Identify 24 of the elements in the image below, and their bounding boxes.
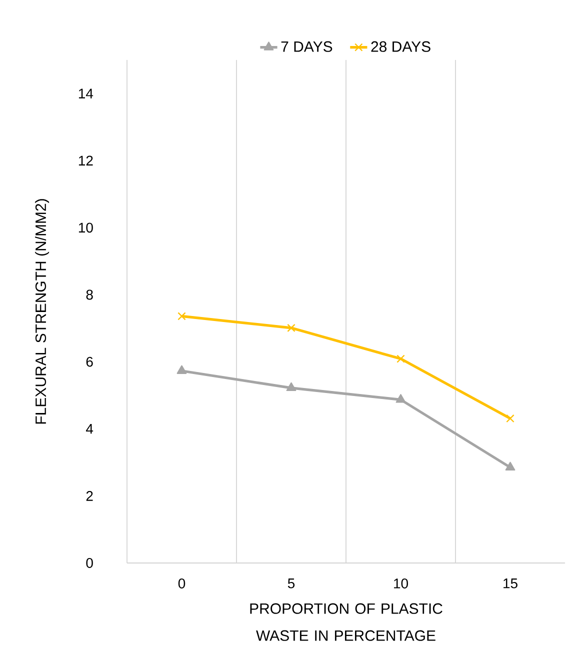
legend-label: 7 DAYS xyxy=(281,41,332,52)
point xyxy=(287,324,296,332)
y-tick-label: 8 xyxy=(86,290,93,300)
y-axis-title: FLEXURAL STRENGTH (N/MM2) xyxy=(35,199,50,424)
point xyxy=(396,394,406,403)
point xyxy=(506,414,514,423)
legend-label: 28 DAYS xyxy=(371,41,430,52)
point xyxy=(178,312,186,320)
x-axis-title: PROPORTION OF PLASTIC WASTE IN PERCENTAGE xyxy=(250,603,442,641)
y-tick-label: 4 xyxy=(86,424,94,434)
y-tick-label: 0 xyxy=(86,558,93,568)
x-tick-label: 15 xyxy=(504,578,518,588)
y-tick-label: 12 xyxy=(78,156,93,166)
point xyxy=(176,365,187,374)
y-tick-label: 14 xyxy=(78,88,94,98)
y-tick-label: 2 xyxy=(86,491,93,501)
y-tick-label: 6 xyxy=(86,356,93,367)
y-tick-label: 10 xyxy=(78,222,93,233)
x-tick-label: 10 xyxy=(394,578,408,588)
point xyxy=(505,462,516,471)
x-tick-label: 0 xyxy=(178,578,186,588)
point xyxy=(396,354,405,363)
point xyxy=(286,382,296,392)
x-tick-label: 5 xyxy=(288,578,295,588)
